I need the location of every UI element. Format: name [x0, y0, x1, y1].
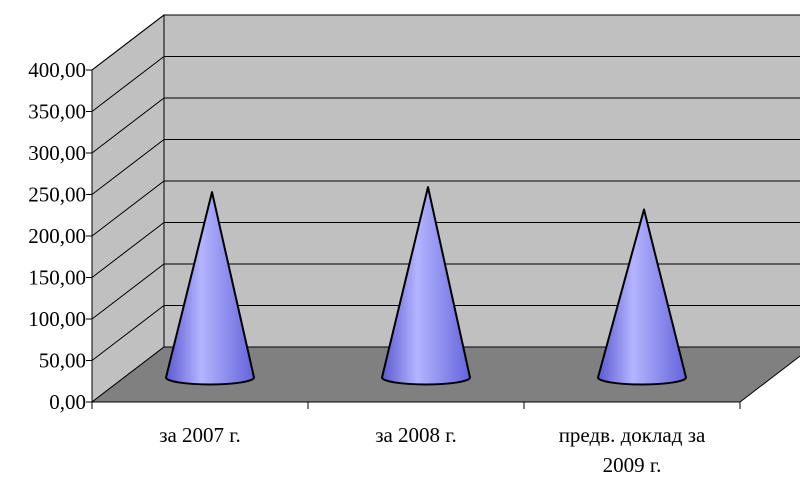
y-tick-label: 0,00: [49, 390, 86, 414]
x-category-label: предв. доклад за 2009 г.: [559, 423, 706, 477]
chart-gridlines: [91, 14, 800, 361]
gridline: [91, 139, 800, 195]
gridline: [91, 56, 800, 112]
gridline: [91, 14, 800, 71]
y-axis: 0,00 50,00 100,00 150,00 200,00 250,00 300,00 3…: [28, 58, 93, 414]
gridline: [91, 305, 800, 361]
cone-shape: [381, 186, 471, 386]
chart-cones: [165, 186, 687, 386]
y-tick-label: 50,00: [39, 349, 86, 373]
y-tick-label: 100,00: [28, 307, 86, 331]
x-category-label: за 2007 г.: [159, 423, 241, 447]
y-tick-label: 350,00: [28, 100, 86, 124]
gridline: [91, 222, 800, 278]
y-tick-label: 250,00: [28, 183, 86, 207]
cone-bar: [165, 191, 255, 386]
cone-bar: [381, 186, 471, 386]
gridline: [91, 263, 800, 320]
cone-shape: [597, 208, 687, 386]
gridline: [91, 180, 800, 237]
y-tick-label: 150,00: [28, 266, 86, 290]
gridline: [91, 97, 800, 154]
cone-shape: [165, 191, 255, 386]
x-axis: за 2007 г. за 2008 г. предв. доклад за 2009…: [91, 401, 741, 477]
x-category-label: за 2008 г.: [375, 423, 457, 447]
y-tick-label: 200,00: [28, 224, 86, 248]
y-tick-label: 300,00: [28, 141, 86, 165]
y-tick-label: 400,00: [28, 58, 86, 82]
cone-bar: [597, 208, 687, 386]
